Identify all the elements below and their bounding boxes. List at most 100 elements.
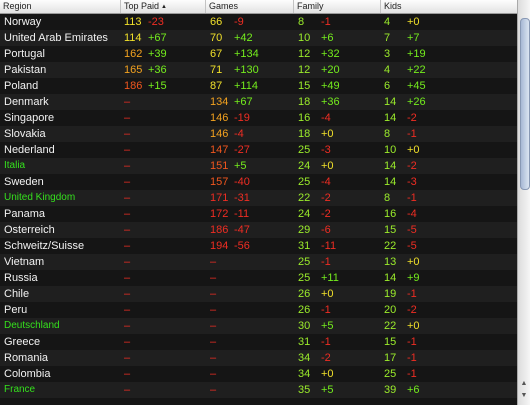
top-paid-change: +39 [148, 48, 167, 60]
family-change: -4 [321, 112, 331, 124]
kids-change: +6 [407, 384, 420, 396]
top-paid-change [148, 318, 198, 334]
top-paid-rank: – [124, 352, 131, 364]
games-change: +130 [234, 64, 259, 76]
region-cell: Schweitz/Suisse [4, 240, 85, 252]
family-rank: 15 [298, 80, 311, 92]
top-paid-rank: – [124, 336, 131, 348]
table-row[interactable]: Denmark – 134 +67 18 +36 14 +26 [0, 94, 517, 110]
table-row[interactable]: Pakistan 165 +36 71 +130 12 +20 4 +22 [0, 62, 517, 78]
games-change [234, 382, 284, 398]
column-header-family[interactable]: Family [294, 0, 381, 13]
family-rank: 30 [298, 320, 311, 332]
table-row[interactable]: Singapore – 146 -19 16 -4 14 -2 [0, 110, 517, 126]
column-header-games[interactable]: Games [206, 0, 294, 13]
column-header-kids[interactable]: Kids [381, 0, 517, 13]
kids-rank: 8 [384, 128, 391, 140]
table-row[interactable]: United Arab Emirates 114 +67 70 +42 10 +6 7 +7 [0, 30, 517, 46]
family-rank: 26 [298, 288, 311, 300]
table-row[interactable]: Vietnam – – 25 -1 13 +0 [0, 254, 517, 270]
table-row[interactable]: Schweitz/Suisse – 194 -56 31 -11 22 -5 [0, 238, 517, 254]
top-paid-rank: – [124, 240, 131, 252]
family-rank: 18 [298, 96, 311, 108]
table-row[interactable]: Sweden – 157 -40 25 -4 14 -3 [0, 174, 517, 190]
kids-rank: 25 [384, 368, 397, 380]
table-row[interactable]: Chile – – 26 +0 19 -1 [0, 286, 517, 302]
family-change: +0 [321, 368, 334, 380]
table-row[interactable]: Norway 113 -23 66 -9 8 -1 4 +0 [0, 14, 517, 30]
top-paid-rank: – [124, 288, 131, 300]
region-cell: Slovakia [4, 128, 46, 140]
region-cell: Nederland [4, 144, 55, 156]
top-paid-rank: – [124, 320, 131, 332]
top-paid-change [148, 270, 198, 286]
region-cell: Greece [4, 336, 41, 348]
kids-change: -2 [407, 112, 417, 124]
kids-header-label: Kids [384, 1, 402, 11]
vertical-scrollbar[interactable]: ▲ ▼ [517, 0, 530, 405]
table-row[interactable]: Panama – 172 -11 24 -2 16 -4 [0, 206, 517, 222]
table-row[interactable]: United Kingdom – 171 -31 22 -2 8 -1 [0, 190, 517, 206]
games-rank: – [210, 256, 217, 268]
table-row[interactable]: Nederland – 147 -27 25 -3 10 +0 [0, 142, 517, 158]
kids-rank: 8 [384, 192, 391, 204]
column-header-top-paid[interactable]: Top Paid ▲ [121, 0, 206, 13]
region-cell: Vietnam [4, 256, 45, 268]
top-paid-change [148, 334, 198, 350]
table-row[interactable]: France – – 35 +5 39 +6 [0, 382, 517, 398]
games-rank: – [210, 336, 217, 348]
games-change [234, 270, 284, 286]
table-row[interactable]: Slovakia – 146 -4 18 +0 8 -1 [0, 126, 517, 142]
family-rank: 29 [298, 224, 311, 236]
kids-rank: 14 [384, 112, 397, 124]
table-row[interactable]: Osterreich – 186 -47 29 -6 15 -5 [0, 222, 517, 238]
games-rank: – [210, 272, 217, 284]
games-rank: 157 [210, 176, 229, 188]
region-cell: United Arab Emirates [4, 32, 108, 44]
family-rank: 8 [298, 16, 305, 28]
scrollbar-thumb[interactable] [520, 18, 530, 190]
table-row[interactable]: Peru – – 26 -1 20 -2 [0, 302, 517, 318]
table-row[interactable]: Italia – 151 +5 24 +0 14 -2 [0, 158, 517, 174]
family-change: +6 [321, 32, 334, 44]
top-paid-rank: – [124, 256, 131, 268]
family-rank: 34 [298, 352, 311, 364]
table-row[interactable]: Russia – – 25 +11 14 +9 [0, 270, 517, 286]
region-cell: Poland [4, 80, 39, 92]
region-cell: Peru [4, 304, 28, 316]
family-change: +0 [321, 128, 334, 140]
top-paid-change [148, 94, 198, 110]
family-change: -11 [321, 240, 337, 252]
table-row[interactable]: Poland 186 +15 87 +114 15 +49 6 +45 [0, 78, 517, 94]
table-row[interactable]: Greece – – 31 -1 15 -1 [0, 334, 517, 350]
table-row[interactable]: Portugal 162 +39 67 +134 12 +32 3 +19 [0, 46, 517, 62]
region-cell: Pakistan [4, 64, 47, 76]
column-header-region[interactable]: Region [0, 0, 121, 13]
top-paid-rank: – [124, 304, 131, 316]
family-rank: 12 [298, 64, 311, 76]
games-rank: 146 [210, 128, 229, 140]
kids-rank: 14 [384, 176, 397, 188]
scroll-up-arrow-icon[interactable]: ▲ [520, 380, 528, 387]
games-change: -31 [234, 192, 250, 204]
top-paid-rank: 186 [124, 80, 143, 92]
family-rank: 31 [298, 336, 311, 348]
table-row[interactable]: Colombia – – 34 +0 25 -1 [0, 366, 517, 382]
region-cell: Denmark [4, 96, 49, 108]
scroll-down-arrow-icon[interactable]: ▼ [520, 392, 528, 399]
region-cell: Romania [4, 352, 49, 364]
family-change: -6 [321, 224, 331, 236]
family-change: -4 [321, 176, 331, 188]
table-row[interactable]: Romania – – 34 -2 17 -1 [0, 350, 517, 366]
kids-change: -2 [407, 160, 417, 172]
games-rank: 194 [210, 240, 229, 252]
top-paid-change [148, 222, 198, 238]
games-change [234, 366, 284, 382]
games-rank: – [210, 288, 217, 300]
table-row[interactable]: Deutschland – – 30 +5 22 +0 [0, 318, 517, 334]
games-rank: 146 [210, 112, 229, 124]
top-paid-change [148, 302, 198, 318]
kids-rank: 10 [384, 144, 397, 156]
family-rank: 10 [298, 32, 311, 44]
kids-rank: 15 [384, 224, 397, 236]
